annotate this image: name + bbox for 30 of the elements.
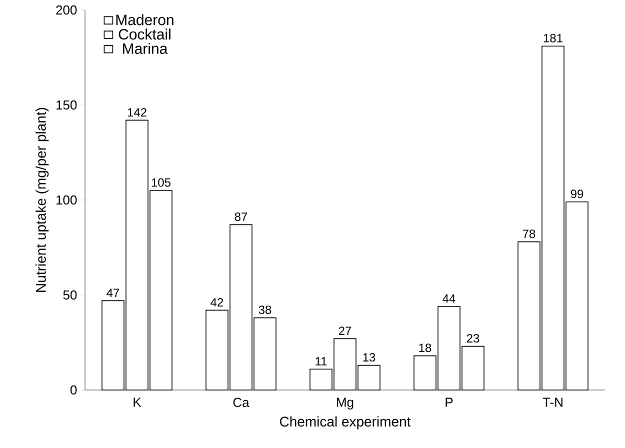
- data-label: 38: [258, 306, 272, 314]
- y-tick-label: 200: [56, 5, 77, 15]
- data-label: 105: [152, 178, 170, 187]
- data-label: 27: [338, 326, 352, 335]
- data-label: 13: [363, 353, 376, 362]
- data-label: 87: [234, 212, 248, 221]
- x-tick-label: T-N: [542, 398, 562, 407]
- legend-label: Maderon: [116, 14, 174, 26]
- data-label: 99: [570, 190, 584, 198]
- x-axis-title: Chemical experiment: [280, 416, 411, 430]
- data-label: 44: [442, 294, 456, 303]
- legend-label: Marina: [123, 42, 168, 54]
- y-axis-title: Nutrient uptake (mg/per plant): [36, 108, 49, 292]
- data-label: 42: [210, 298, 224, 306]
- y-tick-label: 100: [56, 195, 77, 205]
- data-label: 78: [522, 230, 536, 238]
- x-tick-label: Mg: [337, 398, 354, 410]
- y-tick-label: 150: [56, 100, 77, 110]
- x-tick-label: Ca: [233, 398, 250, 408]
- data-label: 11: [316, 357, 327, 366]
- y-tick-label: 0: [70, 385, 77, 395]
- x-tick-label: P: [446, 398, 453, 407]
- data-label: 181: [544, 34, 562, 42]
- legend-label: Cocktail: [118, 28, 170, 40]
- data-label: 47: [106, 288, 120, 297]
- x-tick-label: K: [134, 398, 142, 407]
- y-tick-label: 50: [63, 290, 77, 300]
- data-label: 142: [128, 108, 146, 116]
- data-label: 23: [466, 334, 480, 343]
- data-label: 18: [419, 344, 432, 352]
